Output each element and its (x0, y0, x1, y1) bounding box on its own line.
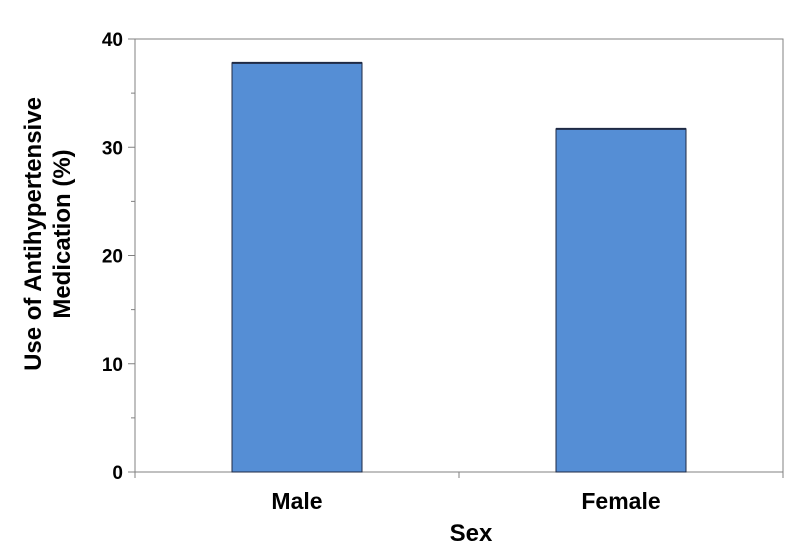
y-tick-label: 30 (102, 138, 123, 159)
bar-male (231, 62, 363, 473)
y-axis-title: Use of Antihypertensive Medication (%) (20, 97, 76, 371)
x-tick-label: Female (581, 488, 660, 514)
bars-group (231, 61, 687, 473)
y-axis-title-line-1: Use of Antihypertensive (20, 97, 47, 371)
y-tick-label: 40 (102, 30, 123, 51)
y-tick-label: 20 (102, 247, 123, 268)
x-axis: Male Female (134, 472, 784, 514)
y-axis-title-line-2: Medication (%) (49, 149, 76, 318)
bar-female (555, 128, 687, 473)
y-tick-label: 10 (102, 355, 123, 376)
x-axis-title: Sex (450, 520, 493, 547)
y-tick-label: 0 (112, 463, 123, 484)
x-tick-label: Male (271, 488, 322, 514)
y-axis: 0 10 20 30 40 (102, 30, 135, 484)
